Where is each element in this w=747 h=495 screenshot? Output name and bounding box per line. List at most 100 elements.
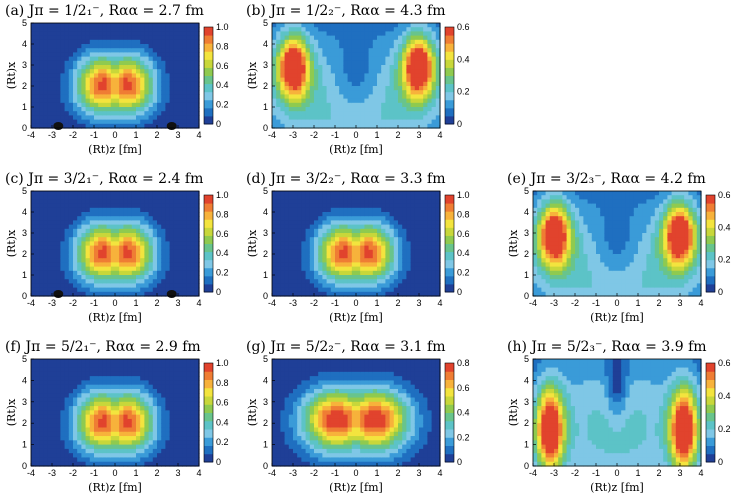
heatmap-cell [77, 258, 82, 263]
heatmap-cell [106, 73, 112, 79]
heatmap-cell [152, 23, 158, 28]
heatmap-cell [330, 237, 336, 242]
colorbar-swatch [204, 203, 213, 212]
heatmap-cell [85, 291, 91, 297]
heatmap-cell [305, 23, 311, 28]
heatmap-cell [642, 228, 647, 234]
heatmap-cell [144, 275, 150, 280]
heatmap-cell [94, 81, 99, 87]
heatmap-cell [68, 60, 74, 66]
heatmap-cell [545, 203, 551, 209]
heatmap-cell [131, 123, 137, 129]
heatmap-cell [406, 102, 412, 108]
heatmap-cell [533, 233, 538, 238]
heatmap-cell [356, 241, 361, 247]
heatmap-cell [330, 27, 336, 32]
y-tick-label: 4 [263, 39, 268, 49]
heatmap-cell [549, 254, 555, 259]
heatmap-cell [68, 35, 74, 41]
heatmap-cell [148, 48, 154, 53]
heatmap-cell [169, 241, 175, 247]
heatmap-cell [608, 216, 614, 221]
heatmap-cell [314, 86, 319, 91]
heatmap-cell [364, 123, 370, 129]
heatmap-cell [322, 228, 328, 234]
heatmap-cell [81, 266, 87, 272]
heatmap-cell [60, 119, 66, 125]
heatmap-cell [39, 77, 45, 83]
heatmap-cell [427, 27, 433, 32]
heatmap-cell [161, 65, 166, 70]
heatmap-cell [94, 35, 99, 41]
heatmap-cell [364, 249, 370, 255]
heatmap-cell [106, 94, 112, 100]
heatmap-cell [98, 212, 103, 217]
heatmap-cell [330, 102, 336, 108]
heatmap-cell [368, 119, 374, 125]
heatmap-cell [566, 254, 572, 259]
heatmap-cell [326, 123, 332, 129]
heatmap-cell [402, 35, 407, 41]
heatmap-cell [297, 90, 302, 95]
heatmap-cell [194, 44, 200, 49]
heatmap-cell [52, 287, 57, 293]
heatmap-cell [77, 35, 82, 41]
heatmap-cell [165, 191, 171, 196]
heatmap-cell [617, 287, 622, 293]
heatmap-cell [406, 207, 412, 213]
heatmap-cell [190, 111, 196, 116]
heatmap-cell [136, 23, 141, 28]
heatmap-cell [47, 266, 53, 272]
heatmap-cell [419, 90, 424, 95]
heatmap-cell [351, 203, 357, 209]
heatmap-cell [654, 233, 660, 238]
heatmap-cell [314, 270, 319, 276]
heatmap-cell [77, 279, 82, 284]
heatmap-cell [31, 270, 36, 276]
heatmap-cell [81, 275, 87, 280]
heatmap-cell [389, 191, 395, 196]
heatmap-cell [604, 241, 610, 247]
heatmap-cell [178, 111, 183, 116]
heatmap-cell [190, 98, 196, 104]
heatmap-cell [575, 291, 580, 297]
heatmap-cell [73, 94, 78, 100]
heatmap-cell [77, 228, 82, 234]
heatmap-cell [190, 48, 196, 53]
x-axis-label: (Rt)z [fm] [329, 143, 383, 156]
heatmap-cell [600, 258, 605, 263]
heatmap-cell [52, 90, 57, 95]
heatmap-cell [152, 220, 158, 226]
heatmap-cell [39, 212, 45, 217]
heatmap-cell [136, 233, 141, 238]
heatmap-cell [31, 207, 36, 213]
heatmap-cell [157, 39, 162, 45]
heatmap-cell [131, 249, 137, 255]
heatmap-cell [127, 31, 133, 37]
heatmap-cell [393, 203, 399, 209]
heatmap-cell [431, 69, 437, 74]
heatmap-cell [98, 94, 103, 100]
heatmap-cell [148, 233, 154, 238]
heatmap-cell [190, 203, 196, 209]
heatmap-cell [280, 228, 286, 234]
heatmap-cell [305, 287, 311, 293]
heatmap-cell [123, 27, 129, 32]
heatmap-cell [633, 212, 639, 217]
heatmap-cell [60, 90, 66, 95]
heatmap-cell [318, 123, 323, 129]
heatmap-cell [56, 52, 61, 58]
heatmap-cell [423, 102, 428, 108]
heatmap-cell [73, 203, 78, 209]
heatmap-cell [322, 191, 328, 196]
heatmap-cell [131, 228, 137, 234]
heatmap-cell [406, 191, 412, 196]
heatmap-cell [347, 249, 353, 255]
heatmap-cell [625, 254, 631, 259]
heatmap-cell [389, 275, 395, 280]
heatmap-cell [73, 249, 78, 255]
heatmap-cell [98, 73, 103, 79]
heatmap-cell [629, 216, 635, 221]
heatmap-cell [427, 81, 433, 87]
heatmap-cell [110, 245, 116, 251]
